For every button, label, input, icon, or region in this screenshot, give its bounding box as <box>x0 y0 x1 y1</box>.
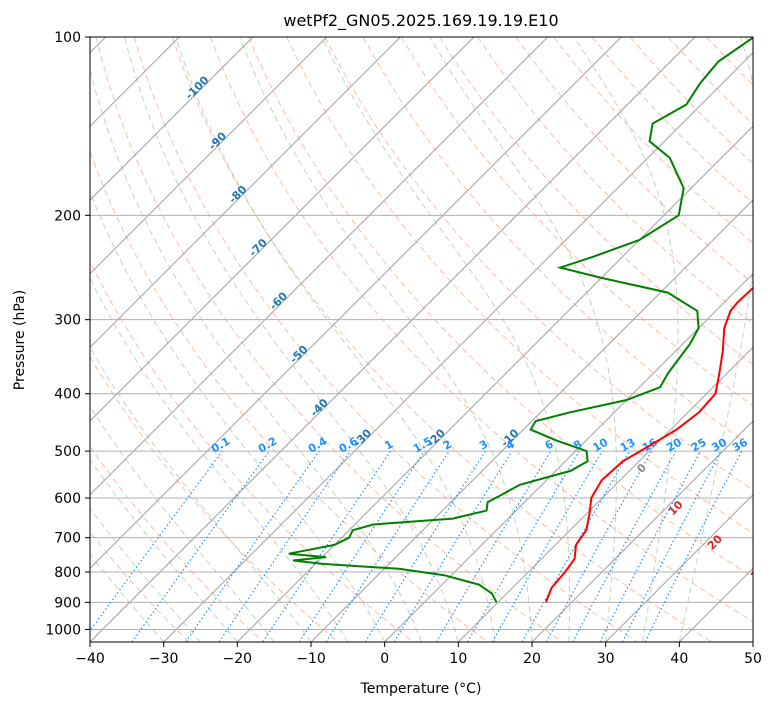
moist-adiabat <box>90 458 238 642</box>
isotherm-line <box>605 493 753 642</box>
isotherm-line <box>90 37 696 642</box>
mixing-ratio-line <box>185 450 320 642</box>
y-tick-label: 900 <box>54 595 81 611</box>
dry-adiabat <box>324 37 753 491</box>
y-tick-label: 700 <box>54 531 81 547</box>
moist-adiabat <box>321 37 571 642</box>
mixing-ratio-line <box>298 450 425 642</box>
isotherm-line <box>457 346 753 642</box>
mixing-ratio-line <box>325 450 450 642</box>
moist-adiabat <box>678 37 753 642</box>
x-tick-label: 0 <box>380 651 389 667</box>
plot-area: -100-90-80-70-60-50-40-30 -20 -100.1 0.2 0.4… <box>90 37 768 642</box>
moist-adiabat <box>90 405 275 642</box>
isotherms <box>90 37 753 642</box>
isotherm-line <box>90 37 328 275</box>
dry-adiabat <box>210 37 753 623</box>
dry-adiabat <box>90 150 488 642</box>
mixing-ratio-line <box>572 450 677 642</box>
moist-adiabat <box>124 37 459 642</box>
mixing-ratio-line <box>521 450 631 642</box>
mixing-ratio-line <box>131 450 270 642</box>
dry-adiabat <box>171 37 712 642</box>
dry-adiabat <box>133 37 638 642</box>
dry-adiabat <box>90 445 264 642</box>
y-tick-label: 300 <box>54 313 81 329</box>
moist-adiabat <box>239 37 533 642</box>
y-tick-label: 200 <box>54 208 81 224</box>
mixing-ratio-line <box>218 450 351 642</box>
moist-adiabat-label: 30 <box>748 563 768 583</box>
x-tick-label: 10 <box>449 651 467 667</box>
plot-frame <box>89 36 754 643</box>
moist-adiabat <box>175 37 496 642</box>
mixing-ratio-line <box>262 450 392 642</box>
mixing-ratio-line <box>545 450 653 642</box>
isotherm-line <box>90 37 401 349</box>
dry-adiabat <box>95 37 563 642</box>
x-tick-label: −40 <box>75 651 105 667</box>
dry-adiabat <box>438 37 753 366</box>
moist-adiabat <box>90 190 386 642</box>
x-tick-label: 50 <box>744 651 762 667</box>
moist-adiabat <box>429 37 617 642</box>
isotherm-line <box>90 37 549 496</box>
isotherm-line <box>236 125 753 642</box>
isotherm-line <box>384 272 753 642</box>
x-tick-label: −20 <box>223 651 253 667</box>
y-axis-label: Pressure (hPa) <box>12 290 28 390</box>
x-tick-label: 30 <box>597 651 615 667</box>
y-tick-label: 100 <box>54 30 81 46</box>
mixing-ratio-line <box>393 450 513 642</box>
isotherm-line <box>310 199 753 642</box>
dry-adiabat <box>248 37 753 578</box>
chart-title: wetPf2_GN05.2025.169.19.19.E10 <box>283 11 558 31</box>
y-axis-ticks: 100 200 300 400 500 600 700 800 900 1000 <box>45 30 90 638</box>
isotherm-line <box>163 51 753 642</box>
y-tick-label: 500 <box>54 444 81 460</box>
isotherm-line <box>90 37 254 201</box>
isotherm-line <box>531 420 753 642</box>
x-axis-label: Temperature (°C) <box>360 681 482 697</box>
mixing-ratio-lines <box>90 450 743 642</box>
x-tick-label: −10 <box>296 651 326 667</box>
mixing-ratio-line <box>644 450 743 642</box>
y-tick-label: 800 <box>54 565 81 581</box>
moist-adiabat <box>90 277 349 642</box>
y-tick-label: 600 <box>54 491 81 507</box>
y-tick-label: 1000 <box>45 622 81 638</box>
y-tick-label: 400 <box>54 387 81 403</box>
mixing-ratio-line <box>90 450 223 632</box>
moist-adiabats <box>90 37 753 642</box>
dewpoint-line <box>288 37 753 603</box>
x-tick-label: −30 <box>149 651 179 667</box>
x-axis-ticks: −40 −30 −20 −10 0 10 20 30 40 50 <box>75 642 762 667</box>
dry-adiabat <box>90 356 339 642</box>
moist-adiabat <box>90 67 422 642</box>
x-tick-label: 40 <box>670 651 688 667</box>
isotherm-line <box>90 37 475 422</box>
moist-adiabat <box>90 507 201 642</box>
moist-adiabat <box>573 37 679 642</box>
moist-adiabat <box>90 553 165 642</box>
temperature-line <box>544 286 753 603</box>
dry-adiabats <box>90 37 753 642</box>
x-tick-label: 20 <box>523 651 541 667</box>
isotherm-line <box>90 37 622 570</box>
dry-adiabat <box>477 37 753 325</box>
sounding-series <box>288 37 753 603</box>
